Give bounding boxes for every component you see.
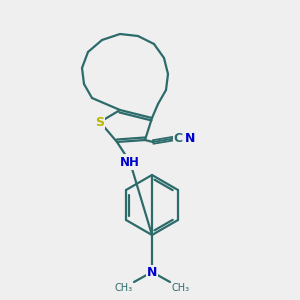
- Text: NH: NH: [120, 155, 140, 169]
- Text: N: N: [147, 266, 157, 278]
- Text: CH₃: CH₃: [171, 283, 189, 293]
- Text: N: N: [185, 131, 195, 145]
- Text: C: C: [173, 131, 183, 145]
- Text: CH₃: CH₃: [115, 283, 133, 293]
- Text: S: S: [95, 116, 104, 128]
